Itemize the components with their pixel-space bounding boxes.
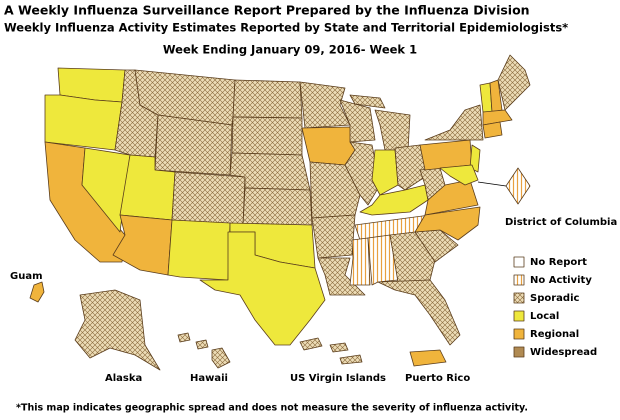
legend-label: Local: [530, 311, 559, 322]
guam-label: Guam: [10, 271, 43, 282]
subtitle: Weekly Influenza Activity Estimates Repo…: [4, 21, 568, 35]
legend-swatch: [513, 274, 525, 286]
title: A Weekly Influenza Surveillance Report P…: [4, 3, 530, 18]
legend: No Report No Activity Sporadic Local Reg…: [513, 256, 597, 358]
usvi-label: US Virgin Islands: [290, 373, 386, 384]
legend-label: Sporadic: [530, 293, 579, 304]
legend-swatch: [513, 256, 525, 268]
legend-swatch: [513, 346, 525, 358]
hawaii-label: Hawaii: [190, 373, 228, 384]
legend-swatch: [513, 310, 525, 322]
legend-label: No Report: [530, 257, 587, 268]
insets: [29, 281, 447, 371]
legend-swatch: [513, 328, 525, 340]
legend-swatch: [513, 292, 525, 304]
alaska-label: Alaska: [105, 373, 142, 384]
footnote: *This map indicates geographic spread an…: [16, 403, 528, 414]
pr-label: Puerto Rico: [405, 373, 470, 384]
states: [44, 54, 531, 346]
legend-label: Regional: [530, 329, 579, 340]
week: Week Ending January 09, 2016- Week 1: [163, 43, 417, 57]
legend-label: Widespread: [530, 347, 597, 358]
legend-label: No Activity: [530, 275, 592, 286]
dc-label: District of Columbia: [505, 217, 617, 228]
